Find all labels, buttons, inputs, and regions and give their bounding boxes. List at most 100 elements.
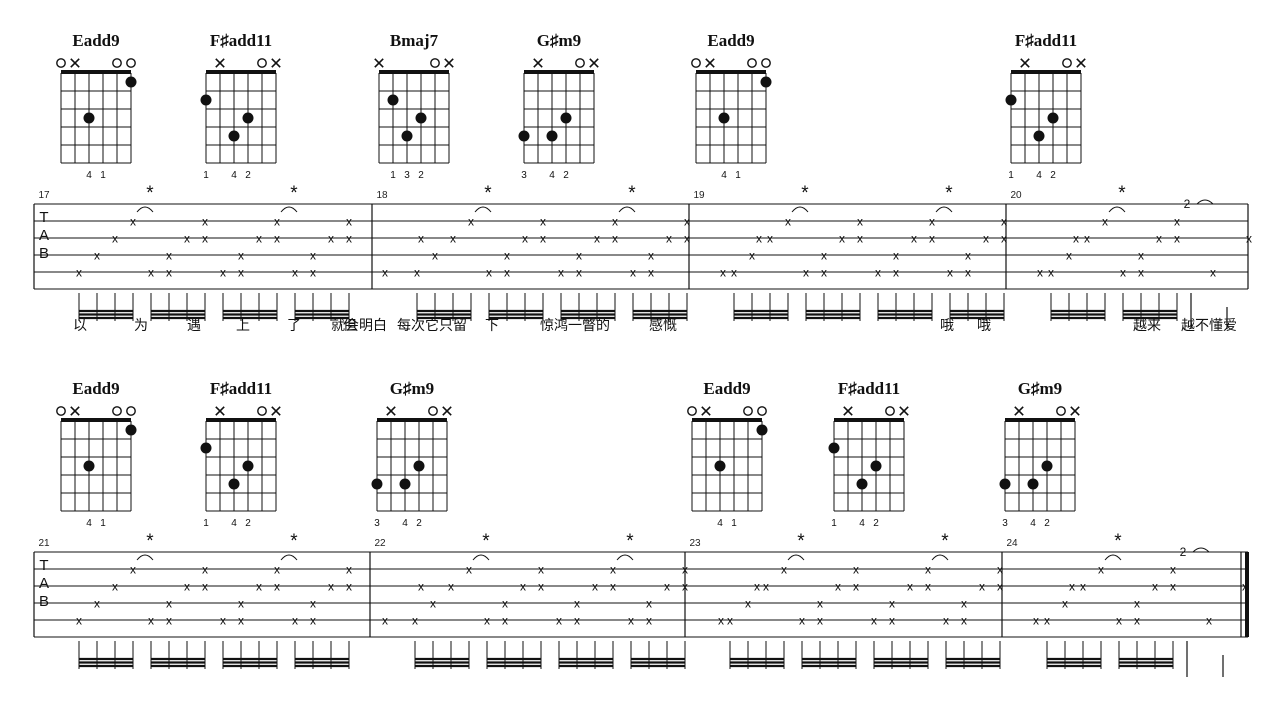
dead-note: x <box>94 249 100 263</box>
muted-string-mark <box>589 58 599 68</box>
finger-dot <box>399 478 411 490</box>
finger-dot <box>387 94 399 106</box>
open-string-mark <box>257 58 267 68</box>
dead-note: x <box>202 232 208 246</box>
chord-diagram: F♯add11 1 4 2 <box>828 379 909 529</box>
finger-dot <box>518 130 530 142</box>
muted-string-mark <box>70 406 80 416</box>
finger-dot <box>856 478 868 490</box>
tie-arc <box>1192 547 1210 553</box>
lyric-text: 为 <box>134 318 148 334</box>
finger-dot <box>83 112 95 124</box>
finger-dot <box>228 478 240 490</box>
chord-nut <box>206 418 276 422</box>
dead-note: x <box>346 232 352 246</box>
dead-note: x <box>889 614 895 628</box>
dead-note: x <box>594 232 600 246</box>
dead-note: x <box>274 215 280 229</box>
finger-number: 2 <box>245 518 251 529</box>
chord-name: F♯add11 <box>210 31 272 50</box>
chord-diagram: Bmaj7 1 3 2 <box>374 31 454 181</box>
dead-note: x <box>238 614 244 628</box>
muted-string-mark <box>899 406 909 416</box>
dead-note: x <box>889 597 895 611</box>
muted-string-mark <box>271 58 281 68</box>
finger-number: 4 <box>86 170 92 181</box>
dead-note: x <box>817 597 823 611</box>
dead-note: x <box>727 614 733 628</box>
dead-note: x <box>853 580 859 594</box>
muted-string-mark <box>1070 406 1080 416</box>
finger-number: 4 <box>1036 170 1042 181</box>
finger-number: 1 <box>203 518 209 529</box>
dead-note: x <box>979 580 985 594</box>
dead-note: x <box>731 266 737 280</box>
muted-string-mark <box>271 406 281 416</box>
dead-note: x <box>310 249 316 263</box>
finger-dot <box>1041 460 1053 472</box>
dead-note: x <box>292 266 298 280</box>
dead-note: x <box>504 266 510 280</box>
finger-dot <box>200 94 212 106</box>
dead-note: x <box>943 614 949 628</box>
muted-string-mark <box>386 406 396 416</box>
dead-note: x <box>1174 215 1180 229</box>
accent-mark: * <box>482 531 490 552</box>
finger-number: 2 <box>418 170 424 181</box>
dead-note: x <box>1102 215 1108 229</box>
dead-note: x <box>1134 614 1140 628</box>
dead-note: x <box>112 580 118 594</box>
dead-note: x <box>1084 232 1090 246</box>
tie-arc <box>136 206 154 213</box>
dead-note: x <box>310 266 316 280</box>
chord-nut <box>61 418 131 422</box>
dead-note: x <box>502 597 508 611</box>
dead-note: x <box>574 597 580 611</box>
finger-number: 4 <box>859 518 865 529</box>
dead-note: x <box>749 249 755 263</box>
finger-number: 3 <box>404 170 410 181</box>
dead-note: x <box>817 614 823 628</box>
dead-note: x <box>1062 597 1068 611</box>
dead-note: x <box>929 215 935 229</box>
tie-arc <box>280 206 298 213</box>
dead-note: x <box>1001 215 1007 229</box>
open-string-mark <box>761 58 771 68</box>
dead-note: x <box>1120 266 1126 280</box>
measure-number: 24 <box>1006 538 1018 549</box>
dead-note: x <box>274 232 280 246</box>
measure-number: 18 <box>376 190 388 201</box>
dead-note: x <box>1073 232 1079 246</box>
dead-note: x <box>468 215 474 229</box>
chord-name: G♯m9 <box>390 379 434 398</box>
dead-note: x <box>448 580 454 594</box>
muted-string-mark <box>215 406 225 416</box>
dead-note: x <box>821 249 827 263</box>
muted-string-mark <box>271 58 281 68</box>
dead-note: x <box>238 249 244 263</box>
dead-note: x <box>574 614 580 628</box>
chord-name: F♯add11 <box>210 379 272 398</box>
finger-dot <box>83 460 95 472</box>
dead-note: x <box>1246 232 1252 246</box>
accent-mark: * <box>290 531 298 552</box>
lyric-text: 以 <box>73 318 87 334</box>
finger-number: 2 <box>245 170 251 181</box>
finger-dot <box>760 76 772 88</box>
chord-nut <box>696 70 766 74</box>
muted-string-mark <box>701 406 711 416</box>
measure-number: 23 <box>689 538 701 549</box>
lyric-text: 每次它只留 <box>397 317 467 334</box>
tab-clef: B <box>39 245 49 262</box>
chord-nut <box>524 70 594 74</box>
dead-note: x <box>202 580 208 594</box>
muted-string-mark <box>533 58 543 68</box>
tie-arc <box>1104 554 1122 561</box>
finger-number: 3 <box>1002 518 1008 529</box>
dead-note: x <box>522 232 528 246</box>
muted-string-mark <box>1020 58 1030 68</box>
dead-note: x <box>220 614 226 628</box>
chord-diagram: F♯add11 1 4 2 <box>1005 31 1086 181</box>
tie-arc <box>472 554 490 561</box>
